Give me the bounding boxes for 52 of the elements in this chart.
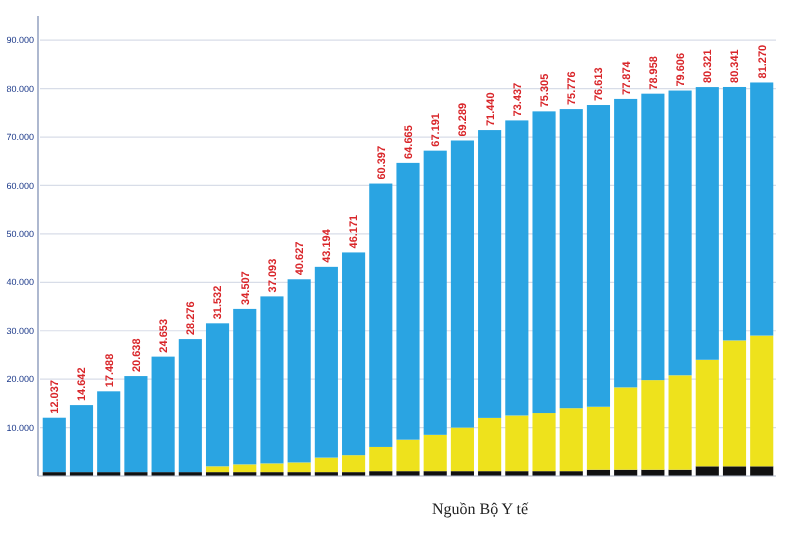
bar: [505, 415, 529, 472]
bar: [532, 413, 556, 472]
bar: [750, 335, 774, 467]
bar: [178, 339, 202, 473]
bar: [233, 308, 257, 465]
bar: [423, 150, 447, 435]
bar: [641, 380, 665, 470]
bar: [42, 417, 66, 473]
bar: [396, 439, 420, 472]
bar: [559, 109, 583, 409]
bar: [205, 323, 230, 467]
bar: [614, 98, 638, 388]
bar: [641, 93, 665, 381]
bar: [478, 417, 502, 472]
bar: [69, 405, 94, 473]
bar: [97, 391, 121, 473]
bar: [695, 87, 719, 360]
bar: [695, 466, 719, 476]
bar: [423, 434, 447, 472]
bar: [314, 266, 338, 458]
bar: [750, 82, 774, 336]
bar: [314, 457, 338, 473]
bar: [287, 279, 311, 463]
bar: [342, 455, 366, 473]
bar: [722, 466, 747, 476]
bar: [396, 162, 420, 440]
bar: [342, 252, 366, 456]
bar: [722, 340, 747, 467]
bar: [260, 296, 284, 464]
bar: [369, 446, 393, 472]
bar: [369, 183, 393, 447]
bar: [614, 387, 638, 470]
bar: [478, 130, 502, 418]
bar: [586, 406, 611, 470]
bar: [260, 463, 284, 473]
bar: [205, 466, 230, 473]
bar: [695, 359, 719, 467]
bar: [559, 408, 583, 472]
bar: [586, 105, 611, 407]
bar: [722, 86, 747, 341]
bar: [532, 111, 556, 414]
bar: [668, 375, 692, 470]
bar: [124, 376, 148, 473]
text: Nguồn Bộ Y tế: [431, 500, 529, 518]
bar: [668, 90, 692, 376]
bar: [505, 120, 529, 416]
bar: [233, 464, 257, 473]
bar: [151, 356, 175, 473]
bar: [450, 427, 474, 472]
bar: [450, 140, 474, 428]
bar: [287, 462, 311, 473]
bar: [750, 466, 774, 476]
